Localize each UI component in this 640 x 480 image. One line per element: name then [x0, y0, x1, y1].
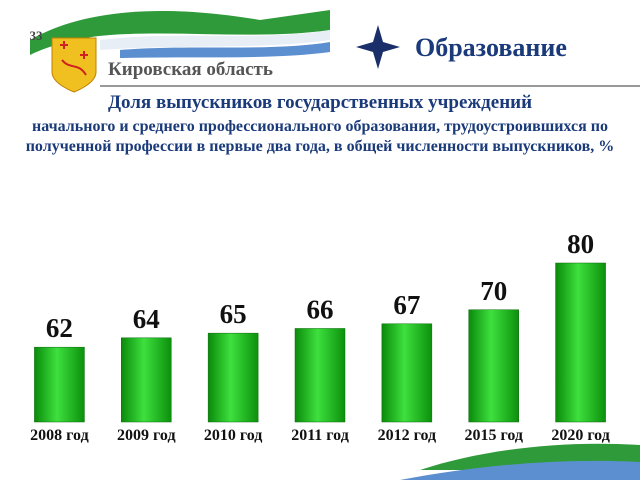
page-number: 33	[30, 28, 44, 43]
bar	[34, 346, 85, 423]
ribbon	[100, 30, 330, 50]
emblem	[51, 37, 97, 93]
bar	[468, 309, 519, 423]
data-label: 80	[567, 229, 594, 259]
bar	[381, 323, 433, 423]
x-tick-label: 2011 год	[291, 427, 349, 444]
region: Кировская область	[108, 59, 273, 80]
x-tick-label: 2020 год	[551, 427, 610, 444]
x-tick-label: 2009 год	[117, 427, 176, 444]
data-label: 64	[133, 304, 160, 334]
data-label: 62	[46, 313, 73, 343]
chart-subtitle: начального и среднего профессионального …	[25, 118, 615, 155]
x-tick-label: 2010 год	[204, 427, 263, 444]
star	[356, 25, 400, 69]
data-label: 65	[220, 299, 247, 329]
data-label: 70	[480, 276, 507, 306]
chart-title: Доля выпускников государственных учрежде…	[107, 92, 533, 113]
bar	[555, 262, 606, 423]
x-tick-label: 2012 год	[378, 427, 437, 444]
bar	[294, 328, 346, 423]
x-tick-label: 2015 год	[464, 427, 523, 444]
ribbon	[30, 10, 330, 55]
x-tick-label: 2008 год	[30, 427, 89, 444]
ribbon	[120, 42, 330, 58]
bar	[207, 332, 259, 423]
data-label: 66	[307, 294, 334, 324]
ribbon	[400, 460, 640, 480]
section-title: Образование	[415, 33, 567, 62]
data-label: 67	[393, 290, 420, 320]
emblem-detail	[60, 41, 88, 76]
bar	[121, 337, 172, 423]
